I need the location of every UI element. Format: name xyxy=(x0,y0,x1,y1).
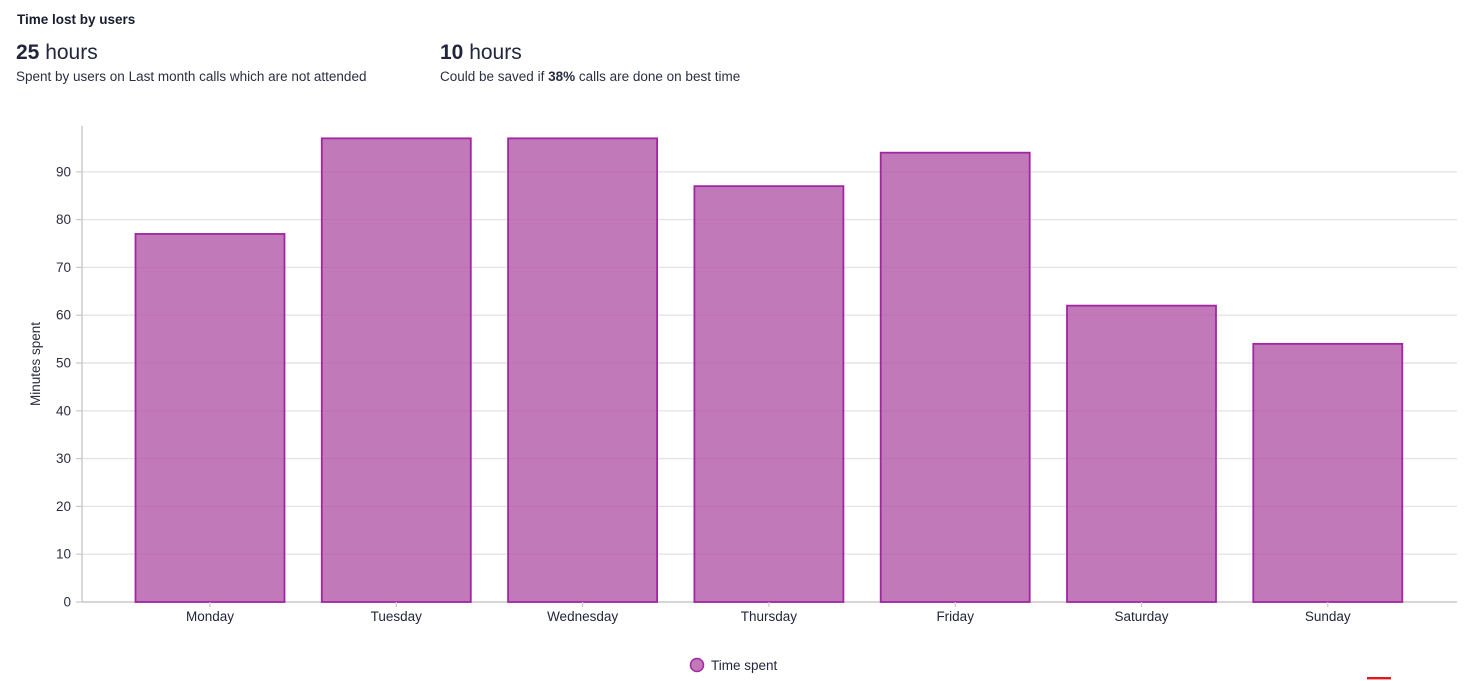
stat-hours-savable-value: 10 hours xyxy=(440,40,740,66)
x-axis-label-saturday: Saturday xyxy=(1114,609,1168,624)
stat-hours-lost-description: Spent by users on Last month calls which… xyxy=(16,69,367,84)
y-axis-tick-label: 80 xyxy=(56,212,71,227)
desc-suffix: calls are done on best time xyxy=(575,69,741,84)
bar-sunday[interactable] xyxy=(1252,342,1404,603)
legend-label: Time spent xyxy=(711,658,778,673)
y-axis-tick-label: 40 xyxy=(56,403,71,418)
bar-wednesday[interactable] xyxy=(507,137,659,603)
x-axis-label-friday: Friday xyxy=(936,609,974,624)
bar-friday[interactable] xyxy=(879,151,1031,603)
stat-hours-savable-description: Could be saved if 38% calls are done on … xyxy=(440,69,740,84)
y-axis-tick-label: 60 xyxy=(56,308,71,323)
y-axis-tick-labels: 0 10 20 30 40 50 60 70 80 90 xyxy=(56,164,71,609)
stat-number: 25 xyxy=(16,41,40,64)
y-axis-tick-label: 90 xyxy=(56,164,71,179)
y-axis-tick-label: 50 xyxy=(56,356,71,371)
x-axis-category-labels: Monday Tuesday Wednesday Thursday Friday Satu… xyxy=(186,609,1351,624)
stat-unit: hours xyxy=(463,41,522,64)
y-axis-tick-label: 20 xyxy=(56,499,71,514)
x-axis-label-tuesday: Tuesday xyxy=(371,609,423,624)
bar-monday[interactable] xyxy=(134,233,286,603)
stat-number: 10 xyxy=(440,41,464,64)
stat-hours-lost: 25 hours Spent by users on Last month ca… xyxy=(16,40,366,84)
x-axis-label-monday: Monday xyxy=(186,609,234,624)
bar-series xyxy=(134,137,1404,603)
y-axis-tick-label: 30 xyxy=(56,451,71,466)
x-axis-label-sunday: Sunday xyxy=(1305,609,1351,624)
y-axis-tick-label: 10 xyxy=(56,547,71,562)
legend-marker-icon xyxy=(689,657,705,673)
y-axis-title: Minutes spent xyxy=(28,322,43,406)
bar-chart: 0 10 20 30 40 50 60 70 80 90 Monday Tuesday Wednesd… xyxy=(28,126,1457,680)
desc-bold-percentage: 38% xyxy=(548,69,576,84)
tick-marks xyxy=(76,171,1329,607)
bar-saturday[interactable] xyxy=(1066,304,1217,603)
stat-unit: hours xyxy=(39,41,98,64)
stat-hours-savable: 10 hours Could be saved if 38% calls are… xyxy=(440,40,740,84)
x-axis-label-thursday: Thursday xyxy=(741,609,798,624)
red-underline-mark xyxy=(1367,677,1391,680)
y-axis-tick-label: 70 xyxy=(56,260,71,275)
bar-thursday[interactable] xyxy=(693,185,845,603)
x-axis-label-wednesday: Wednesday xyxy=(547,609,618,624)
chart-title: Time lost by users xyxy=(17,12,136,27)
legend-item-time-spent[interactable]: Time spent xyxy=(689,657,778,673)
desc-prefix: Could be saved if xyxy=(440,69,549,84)
bar-tuesday[interactable] xyxy=(320,137,472,603)
stat-hours-lost-value: 25 hours xyxy=(16,40,366,66)
y-axis-tick-label: 0 xyxy=(63,595,71,610)
